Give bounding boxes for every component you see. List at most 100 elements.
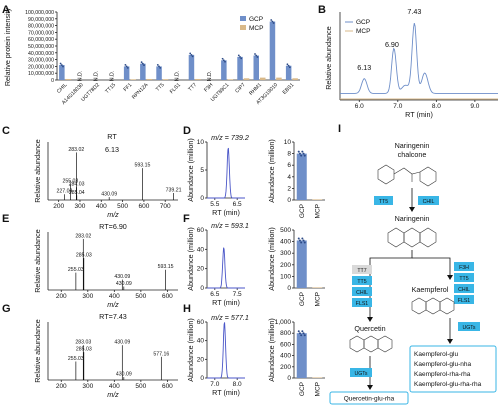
d2-point bbox=[297, 150, 300, 153]
enzyme-box-fls1-right bbox=[454, 295, 474, 304]
e-peak-label: 430.09 bbox=[116, 281, 132, 287]
a-point bbox=[191, 55, 194, 58]
a-point bbox=[159, 67, 162, 69]
a-point bbox=[255, 54, 258, 57]
e-peak-label: 255.03 bbox=[68, 267, 84, 273]
kaempferol-product-4: Kaempferol-glu-rha-rha bbox=[414, 381, 482, 388]
a-bar-mcp bbox=[243, 78, 250, 80]
chart-a-protein-intensity: 010,000,00020,000,00030,000,00040,000,00… bbox=[3, 7, 300, 106]
a-point bbox=[60, 64, 63, 66]
quercetin-structure-icon bbox=[349, 335, 393, 353]
b-y-axis-title: Relative abundance bbox=[324, 26, 333, 90]
e-peak-label: 593.15 bbox=[158, 264, 174, 270]
c-x-tick-label: 400 bbox=[96, 203, 107, 210]
d-x-tick-label: 6.5 bbox=[233, 201, 242, 208]
f2-point bbox=[298, 239, 301, 242]
f-y-tick-label: 20 bbox=[197, 266, 205, 273]
f-x-tick-label: 7.5 bbox=[233, 291, 242, 298]
chart-g-ms-spectrum: 200 300 400 500 600 m/z Relative abundance 255.… bbox=[33, 312, 178, 399]
a-point bbox=[124, 64, 127, 66]
h2-point bbox=[301, 330, 304, 333]
enzyme-box-chil-left bbox=[352, 287, 372, 296]
a-point bbox=[254, 53, 256, 55]
g-peak-label: 430.09 bbox=[116, 372, 132, 378]
d2-bar-gcp bbox=[296, 153, 307, 200]
panel-label-i: I bbox=[338, 123, 341, 135]
b-x-axis-title: RT (min) bbox=[405, 110, 433, 119]
quercetin-product-label: Quercetin-glu-rha bbox=[344, 396, 395, 403]
c-x-tick-label: 700 bbox=[160, 203, 171, 210]
a-legend-gcp: GCP bbox=[249, 16, 263, 23]
chart-b-chromatogram: 6.0 7.0 8.0 9.0 RT (min) Relative abundance 6.… bbox=[324, 7, 498, 119]
f-eic-trace bbox=[207, 247, 245, 289]
a-bar-mcp bbox=[130, 79, 136, 80]
f2-bar-gcp bbox=[296, 240, 307, 288]
c-peak-label: 593.15 bbox=[135, 163, 151, 169]
e-peak-label: 285.03 bbox=[76, 253, 92, 259]
panel-label-b: B bbox=[318, 4, 326, 16]
a-point bbox=[272, 22, 275, 24]
a-point bbox=[237, 54, 240, 57]
a-x-tick-label: TT7 bbox=[187, 82, 198, 93]
h-y-tick-label: 60 bbox=[197, 319, 205, 326]
a-point bbox=[287, 64, 290, 67]
h-x-tick-label: 7.0 bbox=[210, 381, 219, 388]
d2-point bbox=[300, 154, 303, 157]
b-peak-label: 6.90 bbox=[385, 40, 399, 49]
a-x-tick-label: FF1 bbox=[123, 82, 134, 93]
f-y-tick-label: 40 bbox=[197, 246, 205, 253]
quercetin-product-box bbox=[329, 391, 409, 405]
a-bar-gcp bbox=[123, 66, 130, 80]
a-point bbox=[156, 64, 159, 66]
enzyme-label-chil-right: CHIL bbox=[458, 287, 470, 293]
e-x-tick-label: 600 bbox=[162, 293, 173, 300]
a-point bbox=[126, 67, 129, 69]
a-x-tick-label: TT15 bbox=[104, 82, 117, 95]
a-bar-gcp bbox=[237, 56, 243, 80]
a-point bbox=[190, 53, 193, 56]
b-x-tick-label: 6.0 bbox=[355, 103, 364, 110]
kaempferol-product-box bbox=[409, 345, 497, 393]
arrow-right-branch bbox=[412, 257, 451, 278]
a-bar-mcp bbox=[146, 78, 153, 80]
g-x-tick-label: 500 bbox=[135, 383, 146, 390]
h2-y-tick-label: 600 bbox=[280, 341, 291, 348]
h-eic-trace bbox=[207, 322, 245, 379]
d2-point bbox=[303, 154, 306, 157]
a-point bbox=[140, 61, 143, 64]
c-title: RT bbox=[107, 132, 117, 141]
enzyme-box-tt5 bbox=[374, 196, 393, 205]
a-bar-mcp bbox=[162, 79, 169, 80]
h2-bar-mcp bbox=[312, 377, 323, 378]
d2-y-axis-title: Abundance (million) bbox=[267, 139, 276, 203]
panel-label-a: A bbox=[2, 4, 10, 16]
f2-x-tick-label: MCP bbox=[314, 292, 321, 306]
pathway-naringenin: Naringenin bbox=[395, 214, 430, 223]
a-y-tick-label: 100,000,000 bbox=[25, 10, 54, 16]
h-y-tick-label: 20 bbox=[197, 356, 205, 363]
h2-y-tick-label: 400 bbox=[280, 353, 291, 360]
naringenin-structure-icon bbox=[387, 227, 437, 248]
d2-y-tick-label: 2 bbox=[287, 185, 291, 192]
h2-point bbox=[297, 330, 300, 333]
c-subtitle: 6.13 bbox=[105, 145, 119, 154]
a-bar-mcp bbox=[292, 78, 298, 80]
a-point bbox=[189, 52, 192, 55]
a-bar-mcp bbox=[195, 78, 201, 80]
d-y-tick-label: 10 bbox=[197, 139, 205, 146]
f-y-tick-label: 60 bbox=[197, 227, 205, 234]
d-y-axis-title: Abundance (million) bbox=[186, 138, 195, 202]
pathway-kaempferol: Kaempferol bbox=[412, 285, 449, 294]
enzyme-label-fls1-left: FLS1 bbox=[356, 301, 369, 307]
enzyme-box-ugts-right bbox=[458, 322, 480, 331]
h-x-tick-label: 8.0 bbox=[233, 381, 242, 388]
b-series-gcp bbox=[340, 22, 498, 94]
f2-y-axis-title: Abundance (million) bbox=[267, 227, 276, 291]
f2-y-tick-label: 300 bbox=[280, 250, 291, 257]
f2-y-tick-label: 0 bbox=[287, 285, 291, 292]
g-peak-label: 577.16 bbox=[153, 351, 169, 357]
chart-f-eic: 0 20 40 60 6.5 7.5RT (min) Abundance (million)… bbox=[186, 221, 249, 307]
b-legend-gcp: GCP bbox=[356, 19, 370, 26]
enzyme-box-chil bbox=[418, 196, 439, 205]
a-bar-gcp bbox=[221, 60, 227, 80]
